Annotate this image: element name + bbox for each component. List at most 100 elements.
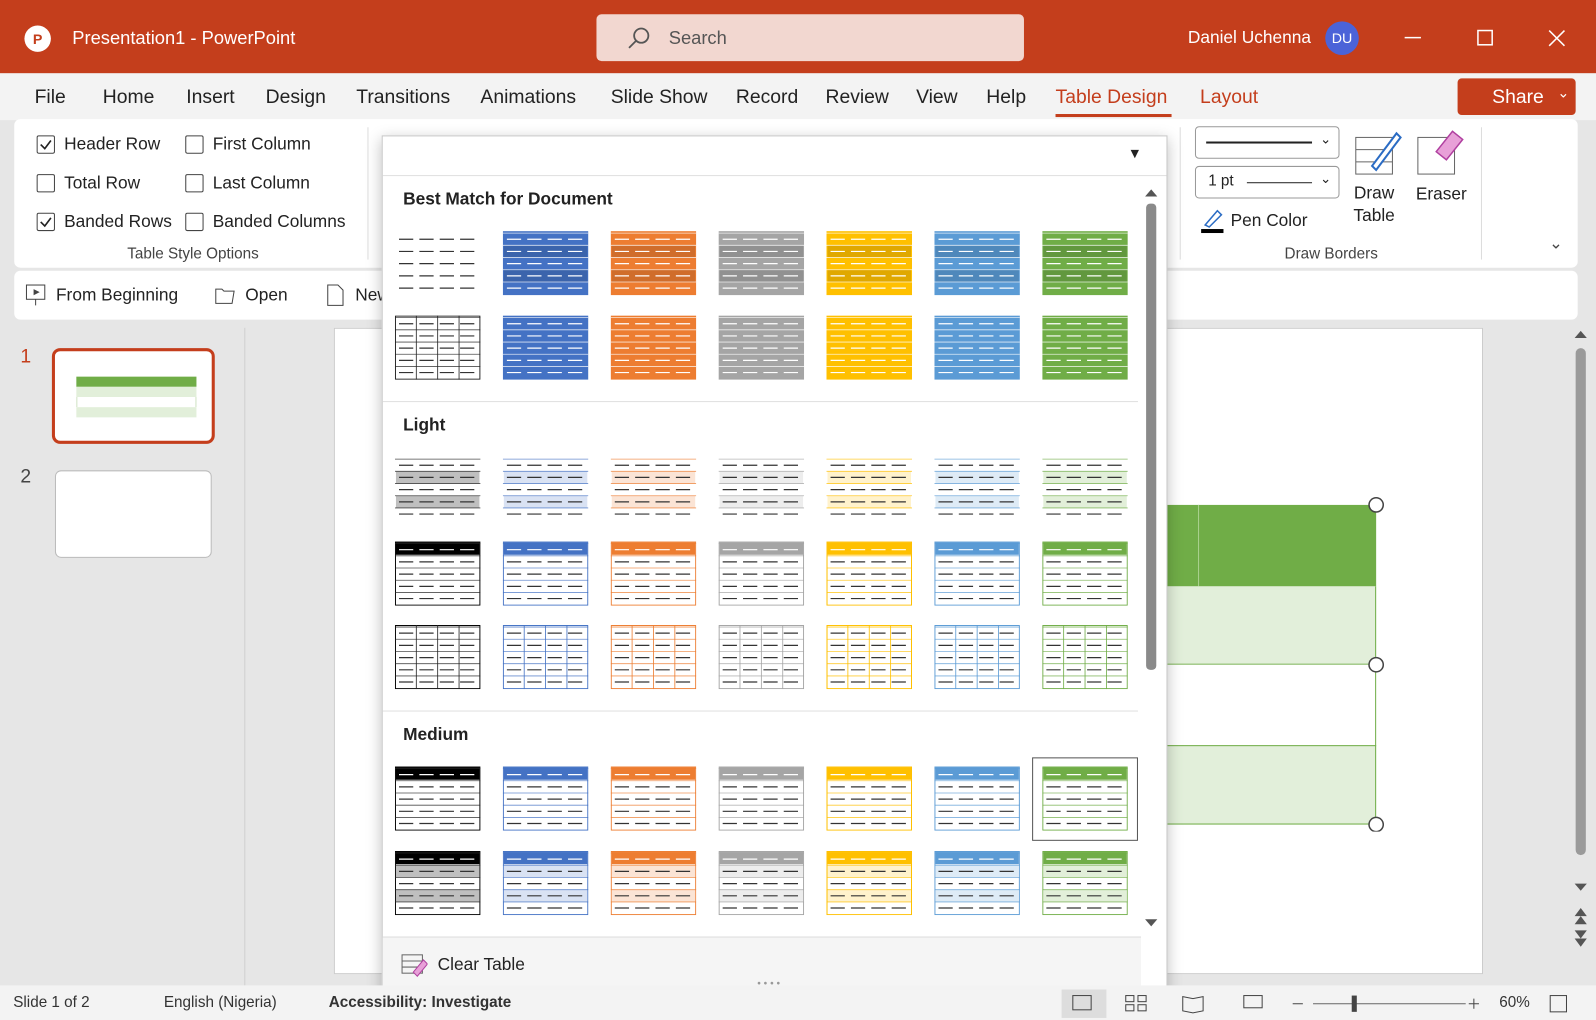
table-style-option[interactable]: [934, 231, 1020, 296]
table-style-option[interactable]: [502, 851, 589, 916]
table-style-option[interactable]: [1042, 766, 1128, 831]
ribbon-tab[interactable]: Insert: [186, 86, 235, 108]
table-style-option[interactable]: [610, 541, 697, 606]
checkbox-label[interactable]: Last Column: [212, 173, 310, 193]
ribbon-tab[interactable]: Review: [825, 86, 889, 108]
eraser[interactable]: Eraser: [1415, 184, 1467, 204]
vertical-scrollbar[interactable]: [1568, 326, 1594, 957]
ribbon-tab[interactable]: Help: [986, 86, 1027, 108]
table-style-option[interactable]: [1042, 851, 1128, 916]
draw-table[interactable]: Draw Table: [1353, 183, 1395, 225]
table-style-option[interactable]: [610, 231, 697, 296]
table-style-option[interactable]: [718, 851, 805, 916]
table-style-option[interactable]: [610, 457, 697, 521]
table-style-option[interactable]: [934, 541, 1020, 606]
table-style-option[interactable]: [826, 851, 913, 916]
status-accessibility[interactable]: Accessibility: Investigate: [328, 993, 512, 1011]
line-style-dropdown[interactable]: ⌄: [1194, 126, 1340, 159]
table-style-option[interactable]: [826, 315, 913, 380]
table-style-option[interactable]: [610, 625, 697, 690]
checkbox-label[interactable]: Banded Columns: [212, 211, 346, 232]
table-style-option[interactable]: [826, 625, 913, 690]
selection-handles[interactable]: [1365, 496, 1387, 832]
ribbon-tab[interactable]: Transitions: [356, 86, 451, 108]
checkbox[interactable]: [36, 174, 55, 193]
table-style-option[interactable]: [718, 315, 805, 380]
table-style-option[interactable]: [610, 766, 697, 831]
table-style-option[interactable]: [718, 541, 805, 606]
qat-command[interactable]: Open: [245, 285, 288, 305]
checkbox[interactable]: [36, 212, 55, 232]
checkbox-label[interactable]: Banded Rows: [64, 211, 172, 232]
ribbon-tab[interactable]: File: [34, 86, 66, 108]
window-controls[interactable]: [1394, 22, 1577, 53]
table-style-option[interactable]: [1042, 625, 1128, 690]
ribbon-tab[interactable]: Design: [265, 86, 326, 108]
title-bar: P Presentation1 - PowerPoint Search Dani…: [0, 0, 1596, 74]
table-style-option[interactable]: [826, 457, 913, 521]
table-style-option[interactable]: [394, 766, 481, 831]
table-style-option[interactable]: [718, 625, 805, 690]
table-style-option[interactable]: [610, 315, 697, 380]
ribbon-tab[interactable]: Slide Show: [610, 86, 708, 108]
view-controls[interactable]: [1059, 989, 1583, 1018]
table-style-option[interactable]: [934, 766, 1020, 831]
ribbon-tab[interactable]: Animations: [480, 86, 577, 108]
gallery-scrollbar[interactable]: [1142, 181, 1160, 934]
table-style-option[interactable]: [934, 315, 1020, 380]
checkbox[interactable]: [185, 135, 204, 154]
table-style-option[interactable]: [502, 766, 589, 831]
checkbox[interactable]: [185, 174, 204, 193]
slide-thumbnail[interactable]: [54, 470, 212, 558]
table-style-option[interactable]: [718, 231, 805, 296]
ribbon-tab[interactable]: Table Design: [1055, 86, 1168, 108]
table-style-option[interactable]: [1042, 315, 1128, 380]
checkbox[interactable]: [185, 212, 204, 232]
gallery-section: Best Match for Document: [403, 189, 613, 209]
table-style-option[interactable]: [1042, 231, 1128, 296]
table-style-option[interactable]: [718, 766, 805, 831]
table-style-option[interactable]: [934, 851, 1020, 916]
clear-table[interactable]: Clear Table: [437, 954, 525, 975]
table-style-option[interactable]: [718, 457, 805, 521]
table-style-option[interactable]: [826, 541, 913, 606]
table-style-option[interactable]: [934, 625, 1020, 690]
ribbon-tab[interactable]: Home: [102, 86, 155, 108]
table-style-option[interactable]: [395, 231, 481, 295]
checkbox-label[interactable]: First Column: [212, 134, 311, 154]
status-language[interactable]: English (Nigeria): [163, 993, 277, 1011]
gallery-menu[interactable]: ▼: [1127, 144, 1142, 161]
search-box[interactable]: Search: [596, 14, 1024, 62]
ribbon-tab[interactable]: Record: [735, 86, 799, 108]
table-style-option[interactable]: [502, 541, 589, 606]
table-style-option[interactable]: [1042, 457, 1128, 521]
table-style-option[interactable]: [502, 315, 589, 380]
table-style-option[interactable]: [502, 231, 589, 296]
line-weight-dropdown[interactable]: 1 pt ⌄: [1194, 165, 1340, 199]
table-style-option[interactable]: [934, 457, 1020, 521]
collapse-ribbon[interactable]: ⌄: [1549, 235, 1563, 253]
table-style-option[interactable]: [826, 766, 913, 831]
pen-color[interactable]: Pen Color: [1230, 210, 1308, 231]
status-zoom[interactable]: 60%: [1499, 993, 1530, 1011]
share-button[interactable]: Share ⌄: [1457, 78, 1576, 116]
table-style-option[interactable]: [610, 851, 697, 916]
table-style-option[interactable]: [502, 625, 589, 690]
checkbox-label[interactable]: Header Row: [64, 134, 161, 154]
table-style-option[interactable]: [394, 457, 481, 521]
qat-command[interactable]: From Beginning: [55, 285, 179, 305]
qat-command[interactable]: New: [355, 285, 390, 305]
table-style-option[interactable]: [502, 457, 589, 521]
table-style-option[interactable]: [1042, 541, 1128, 606]
checkbox-label[interactable]: Total Row: [64, 173, 141, 193]
table-style-option[interactable]: [394, 541, 481, 606]
table-style-option[interactable]: [394, 851, 481, 916]
table-style-option[interactable]: [394, 315, 481, 380]
slide-thumbnail[interactable]: [51, 348, 215, 444]
user-avatar[interactable]: DU: [1325, 21, 1359, 55]
checkbox[interactable]: [36, 135, 55, 154]
ribbon-tab[interactable]: View: [916, 86, 958, 108]
table-style-option[interactable]: [826, 231, 913, 296]
ribbon-tab[interactable]: Layout: [1200, 86, 1259, 108]
table-style-option[interactable]: [394, 625, 481, 690]
